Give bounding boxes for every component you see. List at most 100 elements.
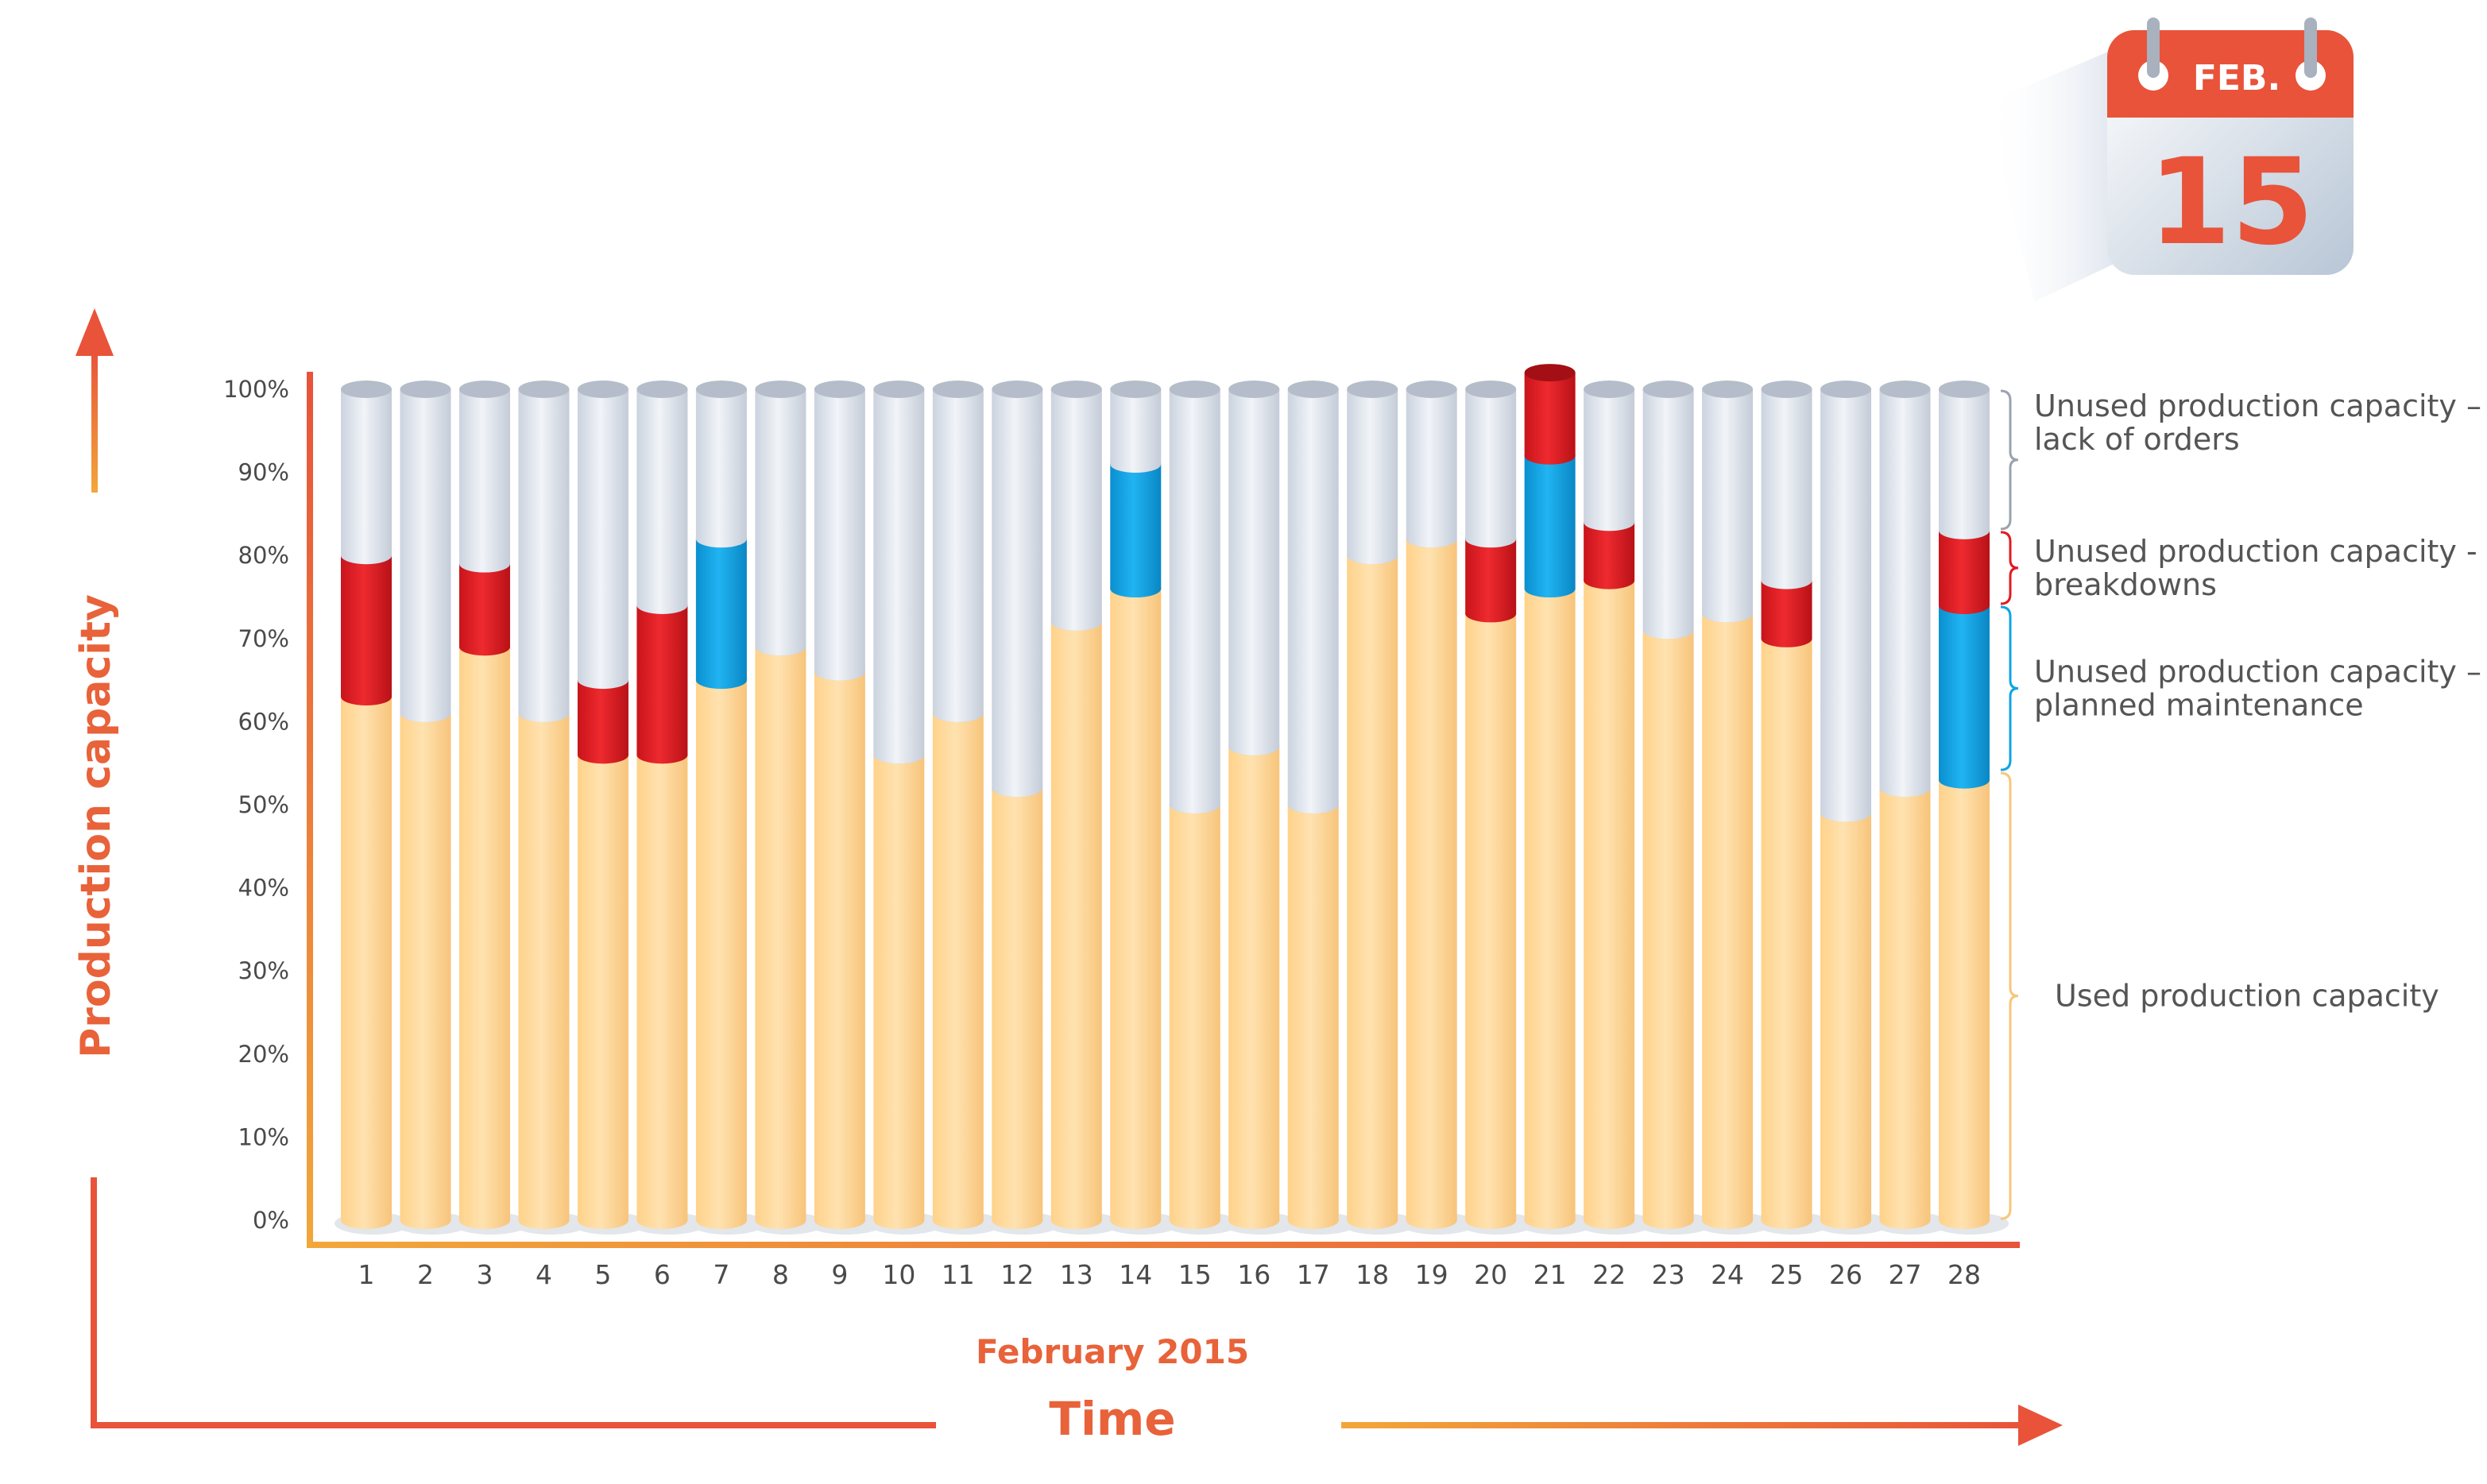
y-tick-label: 30% <box>238 957 289 984</box>
bar-segment <box>1406 381 1457 548</box>
legend-label: breakdowns <box>2034 567 2217 602</box>
bar-segment <box>577 381 629 690</box>
bar-segment <box>1169 796 1220 1229</box>
y-tick-label: 60% <box>238 708 289 735</box>
x-tick-label: 3 <box>476 1259 493 1290</box>
x-tick-label: 26 <box>1829 1259 1862 1290</box>
bar-segment <box>636 596 688 764</box>
bar-segment <box>1584 571 1635 1229</box>
x-tick-label: 8 <box>772 1259 789 1290</box>
x-tick-label: 18 <box>1356 1259 1389 1290</box>
y-tick-label: 70% <box>238 625 289 652</box>
bar-segment <box>577 746 629 1229</box>
y-tick-label: 100% <box>223 376 289 403</box>
bar-segment <box>1347 381 1398 565</box>
bar-segment <box>1702 381 1754 623</box>
legend-label: Used production capacity <box>2055 979 2439 1014</box>
bar-segment <box>1939 596 1990 789</box>
calendar-icon: FEB. 15 <box>1986 17 2354 302</box>
x-tick-label: 2 <box>417 1259 434 1290</box>
bar-segment <box>341 381 392 565</box>
bar-segment <box>992 381 1043 798</box>
legend-label: lack of orders <box>2034 422 2240 457</box>
bar-segment <box>932 704 984 1229</box>
x-tick-label: 23 <box>1652 1259 1685 1290</box>
x-tick-label: 21 <box>1534 1259 1567 1290</box>
x-tick-label: 13 <box>1060 1259 1093 1290</box>
bar-segment <box>636 381 688 614</box>
x-tick-label: 4 <box>536 1259 552 1290</box>
y-tick-label: 0% <box>253 1207 289 1234</box>
time-arrow <box>91 1177 2063 1446</box>
bar-segment <box>458 381 510 573</box>
x-tick-label: 28 <box>1947 1259 1981 1290</box>
calendar-day: 15 <box>2149 133 2315 272</box>
bar-segment <box>1169 381 1220 813</box>
legend: Unused production capacity –lack of orde… <box>2000 388 2481 1220</box>
legend-label: Unused production capacity - <box>2034 534 2477 569</box>
x-tick-label: 16 <box>1237 1259 1271 1290</box>
bar-segment <box>695 381 747 548</box>
bar-segment <box>1228 381 1280 756</box>
legend-brace <box>2000 771 2019 1220</box>
bar-segment <box>1761 381 1812 589</box>
y-tick-label: 50% <box>238 791 289 818</box>
bar-segment <box>458 555 510 656</box>
x-tick-labels: 1 2 3 4 5 6 7 8 9 10 11 12 13 14 15 16 17 18 19 20 21 22 23 24 2… <box>358 1259 1982 1290</box>
bar-segment <box>1584 381 1635 531</box>
y-axis-arrow <box>75 308 114 493</box>
x-tick-label: 20 <box>1474 1259 1507 1290</box>
x-tick-label: 10 <box>882 1259 915 1290</box>
bar-segment <box>341 688 392 1229</box>
legend-brace <box>2000 605 2019 771</box>
bar-segment <box>1347 547 1398 1229</box>
x-tick-label: 9 <box>831 1259 848 1290</box>
bar-segment <box>1110 381 1162 473</box>
legend-label: planned maintenance <box>2034 688 2364 723</box>
y-tick-label: 90% <box>238 459 289 486</box>
bar-segment <box>1287 796 1339 1229</box>
x-tick-label: 11 <box>942 1259 975 1290</box>
bar-segment <box>755 381 806 656</box>
bar-columns <box>335 364 2009 1235</box>
bar-segment <box>1820 804 1872 1229</box>
x-tick-label: 22 <box>1592 1259 1626 1290</box>
y-axis-title: Production capacity <box>72 594 120 1058</box>
bar-segment <box>873 381 925 764</box>
bar-segment <box>1642 381 1694 640</box>
bar-segment <box>1110 455 1162 598</box>
x-tick-label: 27 <box>1889 1259 1922 1290</box>
bar-segment <box>1228 737 1280 1229</box>
bar-segment <box>458 638 510 1229</box>
legend-label: Unused production capacity – <box>2034 388 2481 423</box>
x-tick-label: 17 <box>1297 1259 1330 1290</box>
legend-brace <box>2000 389 2019 531</box>
bar-segment <box>636 746 688 1229</box>
x-tick-label: 7 <box>713 1259 729 1290</box>
bar-segment <box>1702 605 1754 1229</box>
legend-label: Unused production capacity – <box>2034 655 2481 690</box>
bar-segment <box>1642 621 1694 1229</box>
x-tick-label: 1 <box>358 1259 375 1290</box>
chart-subtitle: February 2015 <box>976 1332 1249 1371</box>
bar-segment <box>518 704 570 1229</box>
x-tick-label: 15 <box>1178 1259 1212 1290</box>
x-tick-label: 5 <box>594 1259 611 1290</box>
bar-segment <box>518 381 570 722</box>
calendar-month: FEB. <box>2193 58 2280 99</box>
x-tick-label: 6 <box>654 1259 671 1290</box>
x-tick-label: 24 <box>1711 1259 1744 1290</box>
bar-segment <box>814 663 865 1229</box>
bar-segment <box>1524 364 1576 465</box>
bar-segment <box>1820 381 1872 822</box>
bar-segment <box>1050 613 1102 1229</box>
bar-segment <box>1879 779 1931 1229</box>
bar-segment <box>1524 580 1576 1229</box>
y-tick-label: 40% <box>238 875 289 902</box>
bar-segment <box>992 779 1043 1229</box>
bar-segment <box>1465 381 1517 548</box>
bar-segment <box>1879 381 1931 798</box>
y-tick-label: 20% <box>238 1041 289 1068</box>
bar-segment <box>1287 381 1339 813</box>
